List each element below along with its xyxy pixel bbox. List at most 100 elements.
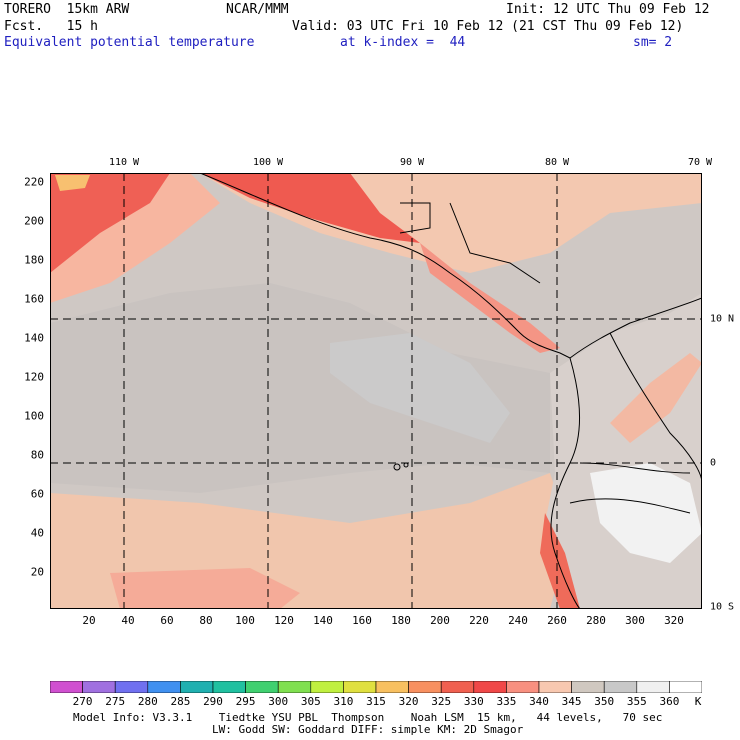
colorbar-label: 345 [561, 695, 582, 708]
lat-label-10n: 10 N [710, 313, 735, 325]
y-tick: 120 [24, 370, 44, 384]
x-tick: 180 [391, 614, 411, 627]
valid-time: Valid: 03 UTC Fri 10 Feb 12 (21 CST Thu … [292, 19, 684, 34]
colorbar-label: 350 [594, 695, 615, 708]
coastline [569, 297, 702, 359]
hot-region [50, 173, 170, 273]
colorbar-label: 320 [398, 695, 419, 708]
colorbar-label: 285 [170, 695, 191, 708]
colorbar-label: 340 [529, 695, 549, 708]
x-tick: 100 [235, 614, 255, 627]
y-tick: 160 [24, 292, 44, 306]
colorbar-label: 305 [300, 695, 321, 708]
colorbar-swatch [147, 681, 181, 693]
x-tick: 80 [199, 614, 213, 627]
x-tick: 320 [664, 614, 684, 627]
colorbar-swatch [50, 681, 83, 693]
x-tick: 20 [82, 614, 96, 627]
init-time: Init: 12 UTC Thu 09 Feb 12 [506, 2, 710, 17]
lon-label-110w: 110 W [108, 157, 140, 168]
model-name: TORERO 15km ARW [4, 2, 130, 17]
x-tick: 140 [313, 614, 333, 627]
colorbar-label: 300 [268, 695, 289, 708]
org-name: NCAR/MMM [226, 2, 289, 17]
lon-label-100w: 100 W [252, 157, 284, 168]
colorbar-swatch [506, 681, 540, 693]
x-tick: 300 [625, 614, 645, 627]
ocean-region [50, 283, 550, 493]
colorbar-label: 335 [496, 695, 517, 708]
border [609, 332, 702, 484]
colorbar-swatch [473, 681, 507, 693]
galapagos-island [393, 463, 401, 471]
lat-label-10s: 10 S [710, 601, 735, 613]
cold-region [590, 463, 702, 563]
border [399, 202, 431, 234]
border [579, 462, 691, 474]
x-tick: 260 [547, 614, 567, 627]
y-tick: 40 [30, 526, 44, 540]
lon-label-70w: 70 W [687, 157, 713, 168]
colorbar-label: 275 [105, 695, 126, 708]
x-tick: 240 [508, 614, 528, 627]
colorbar-label: 360 [659, 695, 680, 708]
model-info: Model Info: V3.3.1 Tiedtke YSU PBL Thomp… [73, 711, 663, 724]
border [569, 498, 691, 514]
colorbar-swatch [180, 681, 214, 693]
field-name: Equivalent potential temperature [4, 35, 255, 50]
colorbar-swatch [212, 681, 246, 693]
colorbar-swatch [245, 681, 279, 693]
colorbar-swatch [603, 681, 638, 693]
colorbar-swatch [440, 681, 475, 693]
y-tick: 80 [30, 448, 44, 462]
map-panel [50, 173, 702, 609]
y-tick: 100 [24, 409, 44, 423]
colorbar-label: 280 [137, 695, 158, 708]
colorbar-label: 310 [333, 695, 354, 708]
colorbar-swatch [669, 681, 702, 693]
lon-label-80w: 80 W [544, 157, 570, 168]
very-hot-region [55, 175, 90, 191]
cool-region [330, 333, 510, 443]
lat-label-0: 0 [710, 457, 717, 469]
x-tick: 200 [430, 614, 450, 627]
colorbar-swatch [408, 681, 442, 693]
x-tick: 40 [121, 614, 135, 627]
hot-region [200, 173, 420, 243]
border [449, 202, 541, 284]
colorbar-label: 325 [431, 695, 452, 708]
colorbar-label: 315 [366, 695, 386, 708]
colorbar-label: 295 [235, 695, 256, 708]
colorbar-swatch [82, 681, 116, 693]
forecast-hour: Fcst. 15 h [4, 19, 98, 34]
x-tick: 280 [586, 614, 606, 627]
coastline [550, 357, 581, 609]
colorbar-label: 330 [463, 695, 484, 708]
smoothing-info: sm= 2 [633, 35, 673, 50]
coastline [199, 173, 571, 359]
map-frame [50, 173, 702, 609]
y-tick: 60 [30, 487, 44, 501]
y-tick: 200 [24, 214, 44, 228]
y-tick: 140 [24, 331, 44, 345]
lon-label-90w: 90 W [399, 157, 425, 168]
colorbar-swatch [343, 681, 377, 693]
colorbar-swatch [310, 681, 344, 693]
colorbar-label: 270 [72, 695, 93, 708]
y-tick: 220 [24, 175, 44, 189]
x-tick: 160 [352, 614, 372, 627]
colorbar-unit: K [694, 695, 702, 708]
x-tick: 120 [274, 614, 294, 627]
colorbar-swatch [571, 681, 605, 693]
x-tick: 60 [160, 614, 174, 627]
colorbar-swatch [375, 681, 409, 693]
colorbar-swatch [114, 681, 149, 693]
colorbar-swatch [277, 681, 312, 693]
hot-region [540, 513, 580, 609]
physics-info: LW: Godd SW: Goddard DIFF: simple KM: 2D… [212, 723, 524, 736]
colorbar-swatch [636, 681, 670, 693]
y-tick: 180 [24, 253, 44, 267]
warm-region [420, 243, 560, 353]
colorbar-label: 290 [203, 695, 223, 708]
x-tick: 220 [469, 614, 489, 627]
